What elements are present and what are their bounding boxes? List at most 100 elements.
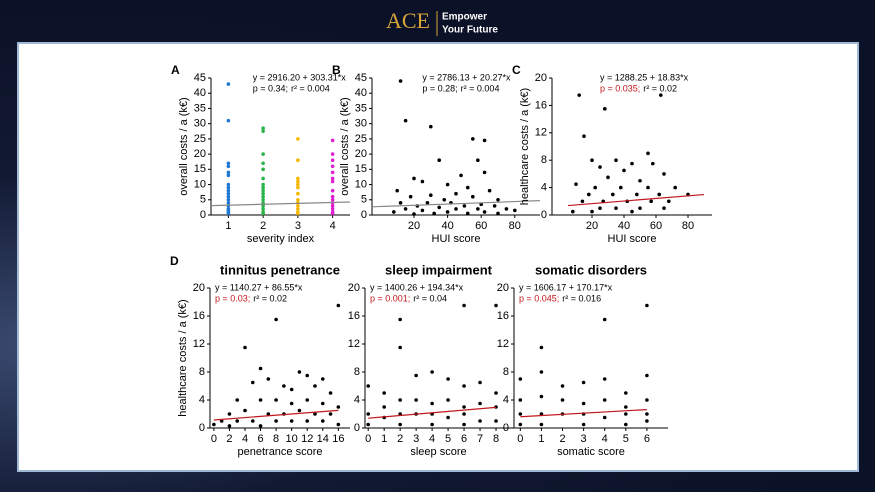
y-tick-label: 25 [355, 133, 367, 145]
point [496, 211, 500, 216]
r-squared: r² = 0.04 [413, 293, 447, 303]
r-squared: r² = 0.02 [643, 83, 677, 93]
point [226, 118, 231, 123]
point [662, 172, 666, 176]
point [504, 207, 509, 211]
point [657, 192, 661, 197]
point [462, 303, 466, 308]
point [403, 207, 408, 211]
p-value: p = 0.045; [519, 293, 559, 303]
point [619, 185, 623, 190]
x-tick-label: 40 [441, 220, 453, 232]
tagline: Empower [442, 12, 487, 23]
x-tick-label: 20 [408, 220, 420, 232]
point [398, 79, 403, 83]
x-tick-label: 60 [475, 220, 487, 232]
point [518, 412, 523, 416]
point [330, 197, 335, 202]
point [414, 398, 418, 402]
panel-label: C [512, 63, 521, 77]
point [261, 207, 265, 211]
equation: y = 2916.20 + 303.31*x [253, 72, 347, 82]
y-tick-label: 35 [194, 102, 206, 114]
point [226, 211, 231, 216]
point [296, 204, 300, 208]
point [403, 118, 408, 123]
point [226, 182, 231, 187]
point [261, 204, 265, 208]
point [261, 152, 265, 156]
point [261, 197, 265, 202]
y-tick-label: 16 [193, 310, 205, 322]
equation: y = 1400.26 + 194.34*x [370, 282, 464, 292]
fit-line [371, 200, 541, 208]
point [258, 398, 263, 402]
y-tick-label: 16 [497, 310, 509, 322]
point [614, 158, 618, 162]
point [630, 161, 634, 166]
fit-line [368, 406, 497, 419]
x-tick-label: 1 [381, 433, 387, 445]
x-tick-label: 4 [330, 220, 336, 232]
point [212, 422, 216, 427]
y-tick-label: 4 [199, 394, 205, 406]
point [296, 191, 300, 196]
point [662, 206, 666, 210]
x-tick-label: 40 [618, 220, 630, 232]
point [446, 415, 450, 420]
y-axis-label: overall costs / a (k€) [339, 97, 351, 195]
point [471, 137, 475, 141]
y-tick-label: 12 [193, 338, 205, 350]
point [630, 209, 634, 214]
y-tick-label: 12 [348, 338, 360, 350]
point [539, 370, 544, 374]
point [392, 210, 396, 214]
point [250, 380, 255, 385]
point [462, 204, 467, 208]
point [258, 366, 263, 371]
x-tick-label: 80 [682, 220, 694, 232]
point [513, 208, 517, 213]
point [274, 398, 278, 402]
point [226, 170, 231, 175]
x-tick-label: 2 [397, 433, 403, 445]
y-tick-label: 12 [535, 127, 547, 139]
point [261, 191, 265, 196]
point [593, 185, 597, 190]
point [429, 124, 433, 129]
point [420, 179, 425, 184]
x-tick-label: 8 [493, 433, 499, 445]
point [395, 188, 400, 193]
point [296, 211, 300, 216]
y-tick-label: 0 [503, 422, 509, 434]
point [330, 211, 335, 216]
x-axis-label: somatic score [557, 446, 625, 458]
point [465, 185, 470, 190]
point [446, 377, 450, 381]
equation: y = 1140.27 + 86.55*x [215, 282, 303, 292]
point [478, 380, 482, 385]
y-tick-label: 0 [199, 422, 205, 434]
point [313, 412, 317, 416]
point [430, 370, 434, 374]
point [226, 191, 231, 196]
point [250, 419, 255, 423]
point [289, 419, 294, 423]
r-squared: r² = 0.004 [461, 83, 500, 93]
y-tick-label: 35 [355, 102, 367, 114]
point [590, 158, 594, 162]
y-tick-label: 10 [355, 178, 367, 190]
point [496, 197, 500, 202]
y-tick-label: 20 [355, 148, 367, 160]
point [313, 384, 317, 388]
fit-line [520, 408, 647, 418]
x-tick-label: 10 [286, 433, 298, 445]
x-tick-label: 7 [477, 433, 483, 445]
point [282, 384, 286, 388]
panel-title: tinnitus penetrance [220, 262, 340, 277]
point [471, 194, 475, 199]
x-axis-label: HUI score [608, 233, 657, 245]
x-tick-label: 2 [226, 433, 232, 445]
point [454, 191, 458, 196]
equation: y = 1606.17 + 170.17*x [519, 282, 613, 292]
